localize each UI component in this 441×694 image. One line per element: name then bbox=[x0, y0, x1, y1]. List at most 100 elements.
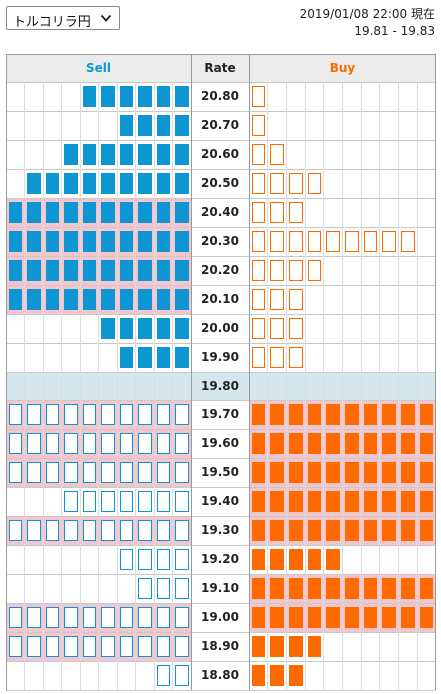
sell-order-cell bbox=[138, 202, 152, 223]
buy-order-cell bbox=[288, 404, 303, 425]
sell-order-cell bbox=[45, 173, 59, 194]
grid-line bbox=[79, 82, 81, 690]
sell-order-cell bbox=[119, 607, 133, 628]
sell-order-cell bbox=[138, 520, 152, 541]
buy-order-cell bbox=[307, 404, 322, 425]
sell-order-cell bbox=[138, 347, 152, 368]
buy-order-cell bbox=[307, 549, 322, 570]
sell-order-cell bbox=[82, 433, 96, 454]
buy-order-cell bbox=[251, 318, 266, 339]
buy-order-cell bbox=[270, 144, 284, 165]
sell-order-cell bbox=[175, 202, 189, 223]
sell-order-cell bbox=[8, 260, 22, 281]
sell-order-cell bbox=[8, 433, 22, 454]
sell-order-cell bbox=[175, 549, 189, 570]
column-border bbox=[191, 54, 192, 690]
grid-line bbox=[6, 168, 436, 170]
sell-order-cell bbox=[27, 260, 41, 281]
buy-order-cell bbox=[288, 318, 303, 339]
grid-line bbox=[6, 197, 436, 199]
sell-order-cell bbox=[8, 462, 22, 483]
buy-order-cell bbox=[270, 202, 284, 223]
buy-order-cell bbox=[270, 433, 284, 454]
sell-order-cell bbox=[82, 289, 96, 310]
sell-order-cell bbox=[101, 520, 115, 541]
buy-order-cell bbox=[419, 433, 434, 454]
rate-range: 19.81 - 19.83 bbox=[354, 24, 435, 38]
sell-order-cell bbox=[119, 318, 133, 339]
sell-order-cell bbox=[138, 549, 152, 570]
rate-cell: 19.30 bbox=[201, 523, 239, 537]
buy-order-cell bbox=[345, 404, 359, 425]
rate-cell: 20.20 bbox=[201, 263, 239, 277]
sell-order-cell bbox=[27, 404, 41, 425]
sell-order-cell bbox=[175, 260, 189, 281]
buy-order-cell bbox=[401, 520, 415, 541]
sell-order-cell bbox=[27, 462, 41, 483]
buy-order-cell bbox=[307, 173, 322, 194]
sell-order-cell bbox=[64, 289, 78, 310]
sell-order-cell bbox=[119, 202, 133, 223]
sell-order-cell bbox=[138, 578, 152, 599]
order-book-table: Sell Rate Buy 19.80 20.80 20.70 20.60 20.50 20.4… bbox=[6, 53, 436, 691]
rate-cell: 19.70 bbox=[201, 407, 239, 421]
sell-order-cell bbox=[175, 115, 189, 136]
buy-order-cell bbox=[288, 607, 303, 628]
buy-order-cell bbox=[363, 491, 378, 512]
sell-order-cell bbox=[27, 433, 41, 454]
buy-order-cell bbox=[288, 491, 303, 512]
sell-order-cell bbox=[101, 404, 115, 425]
currency-select[interactable]: トルコリラ円 bbox=[6, 6, 120, 30]
grid-line bbox=[6, 515, 436, 517]
sell-order-cell bbox=[156, 549, 170, 570]
sell-order-cell bbox=[8, 607, 22, 628]
sell-order-cell bbox=[138, 636, 152, 657]
buy-order-cell bbox=[326, 231, 340, 252]
buy-order-cell bbox=[363, 578, 378, 599]
buy-order-cell bbox=[270, 173, 284, 194]
sell-order-cell bbox=[119, 115, 133, 136]
buy-order-cell bbox=[382, 520, 397, 541]
sell-order-cell bbox=[45, 202, 59, 223]
buy-order-cell bbox=[401, 491, 415, 512]
sell-order-cell bbox=[8, 520, 22, 541]
sell-order-cell bbox=[8, 289, 22, 310]
buy-order-cell bbox=[288, 578, 303, 599]
buy-order-cell bbox=[251, 665, 266, 686]
grid-line bbox=[6, 660, 436, 662]
buy-order-cell bbox=[382, 433, 397, 454]
grid-line bbox=[6, 428, 436, 430]
buy-order-cell bbox=[251, 404, 266, 425]
buy-order-cell bbox=[363, 231, 378, 252]
buy-order-cell bbox=[270, 231, 284, 252]
grid-line bbox=[6, 81, 436, 83]
buy-order-cell bbox=[382, 231, 397, 252]
buy-order-cell bbox=[251, 636, 266, 657]
sell-order-cell bbox=[156, 115, 170, 136]
buy-order-cell bbox=[251, 202, 266, 223]
sell-order-cell bbox=[138, 173, 152, 194]
grid-line bbox=[6, 399, 436, 401]
sell-order-cell bbox=[101, 636, 115, 657]
buy-order-cell bbox=[345, 491, 359, 512]
buy-order-cell bbox=[270, 347, 284, 368]
buy-order-cell bbox=[345, 231, 359, 252]
buy-order-cell bbox=[419, 520, 434, 541]
sell-order-cell bbox=[156, 462, 170, 483]
buy-order-cell bbox=[401, 462, 415, 483]
sell-order-cell bbox=[64, 636, 78, 657]
grid-line bbox=[135, 82, 136, 690]
sell-order-cell bbox=[101, 491, 115, 512]
buy-order-cell bbox=[363, 607, 378, 628]
grid-line bbox=[6, 226, 436, 228]
buy-order-cell bbox=[326, 520, 340, 541]
sell-order-cell bbox=[175, 318, 189, 339]
sell-order-cell bbox=[156, 578, 170, 599]
grid-line bbox=[6, 284, 436, 286]
sell-order-cell bbox=[64, 607, 78, 628]
buy-order-cell bbox=[401, 607, 415, 628]
buy-order-cell bbox=[251, 173, 266, 194]
buy-order-cell bbox=[382, 404, 397, 425]
grid-line bbox=[6, 486, 436, 488]
sell-order-cell bbox=[119, 491, 133, 512]
